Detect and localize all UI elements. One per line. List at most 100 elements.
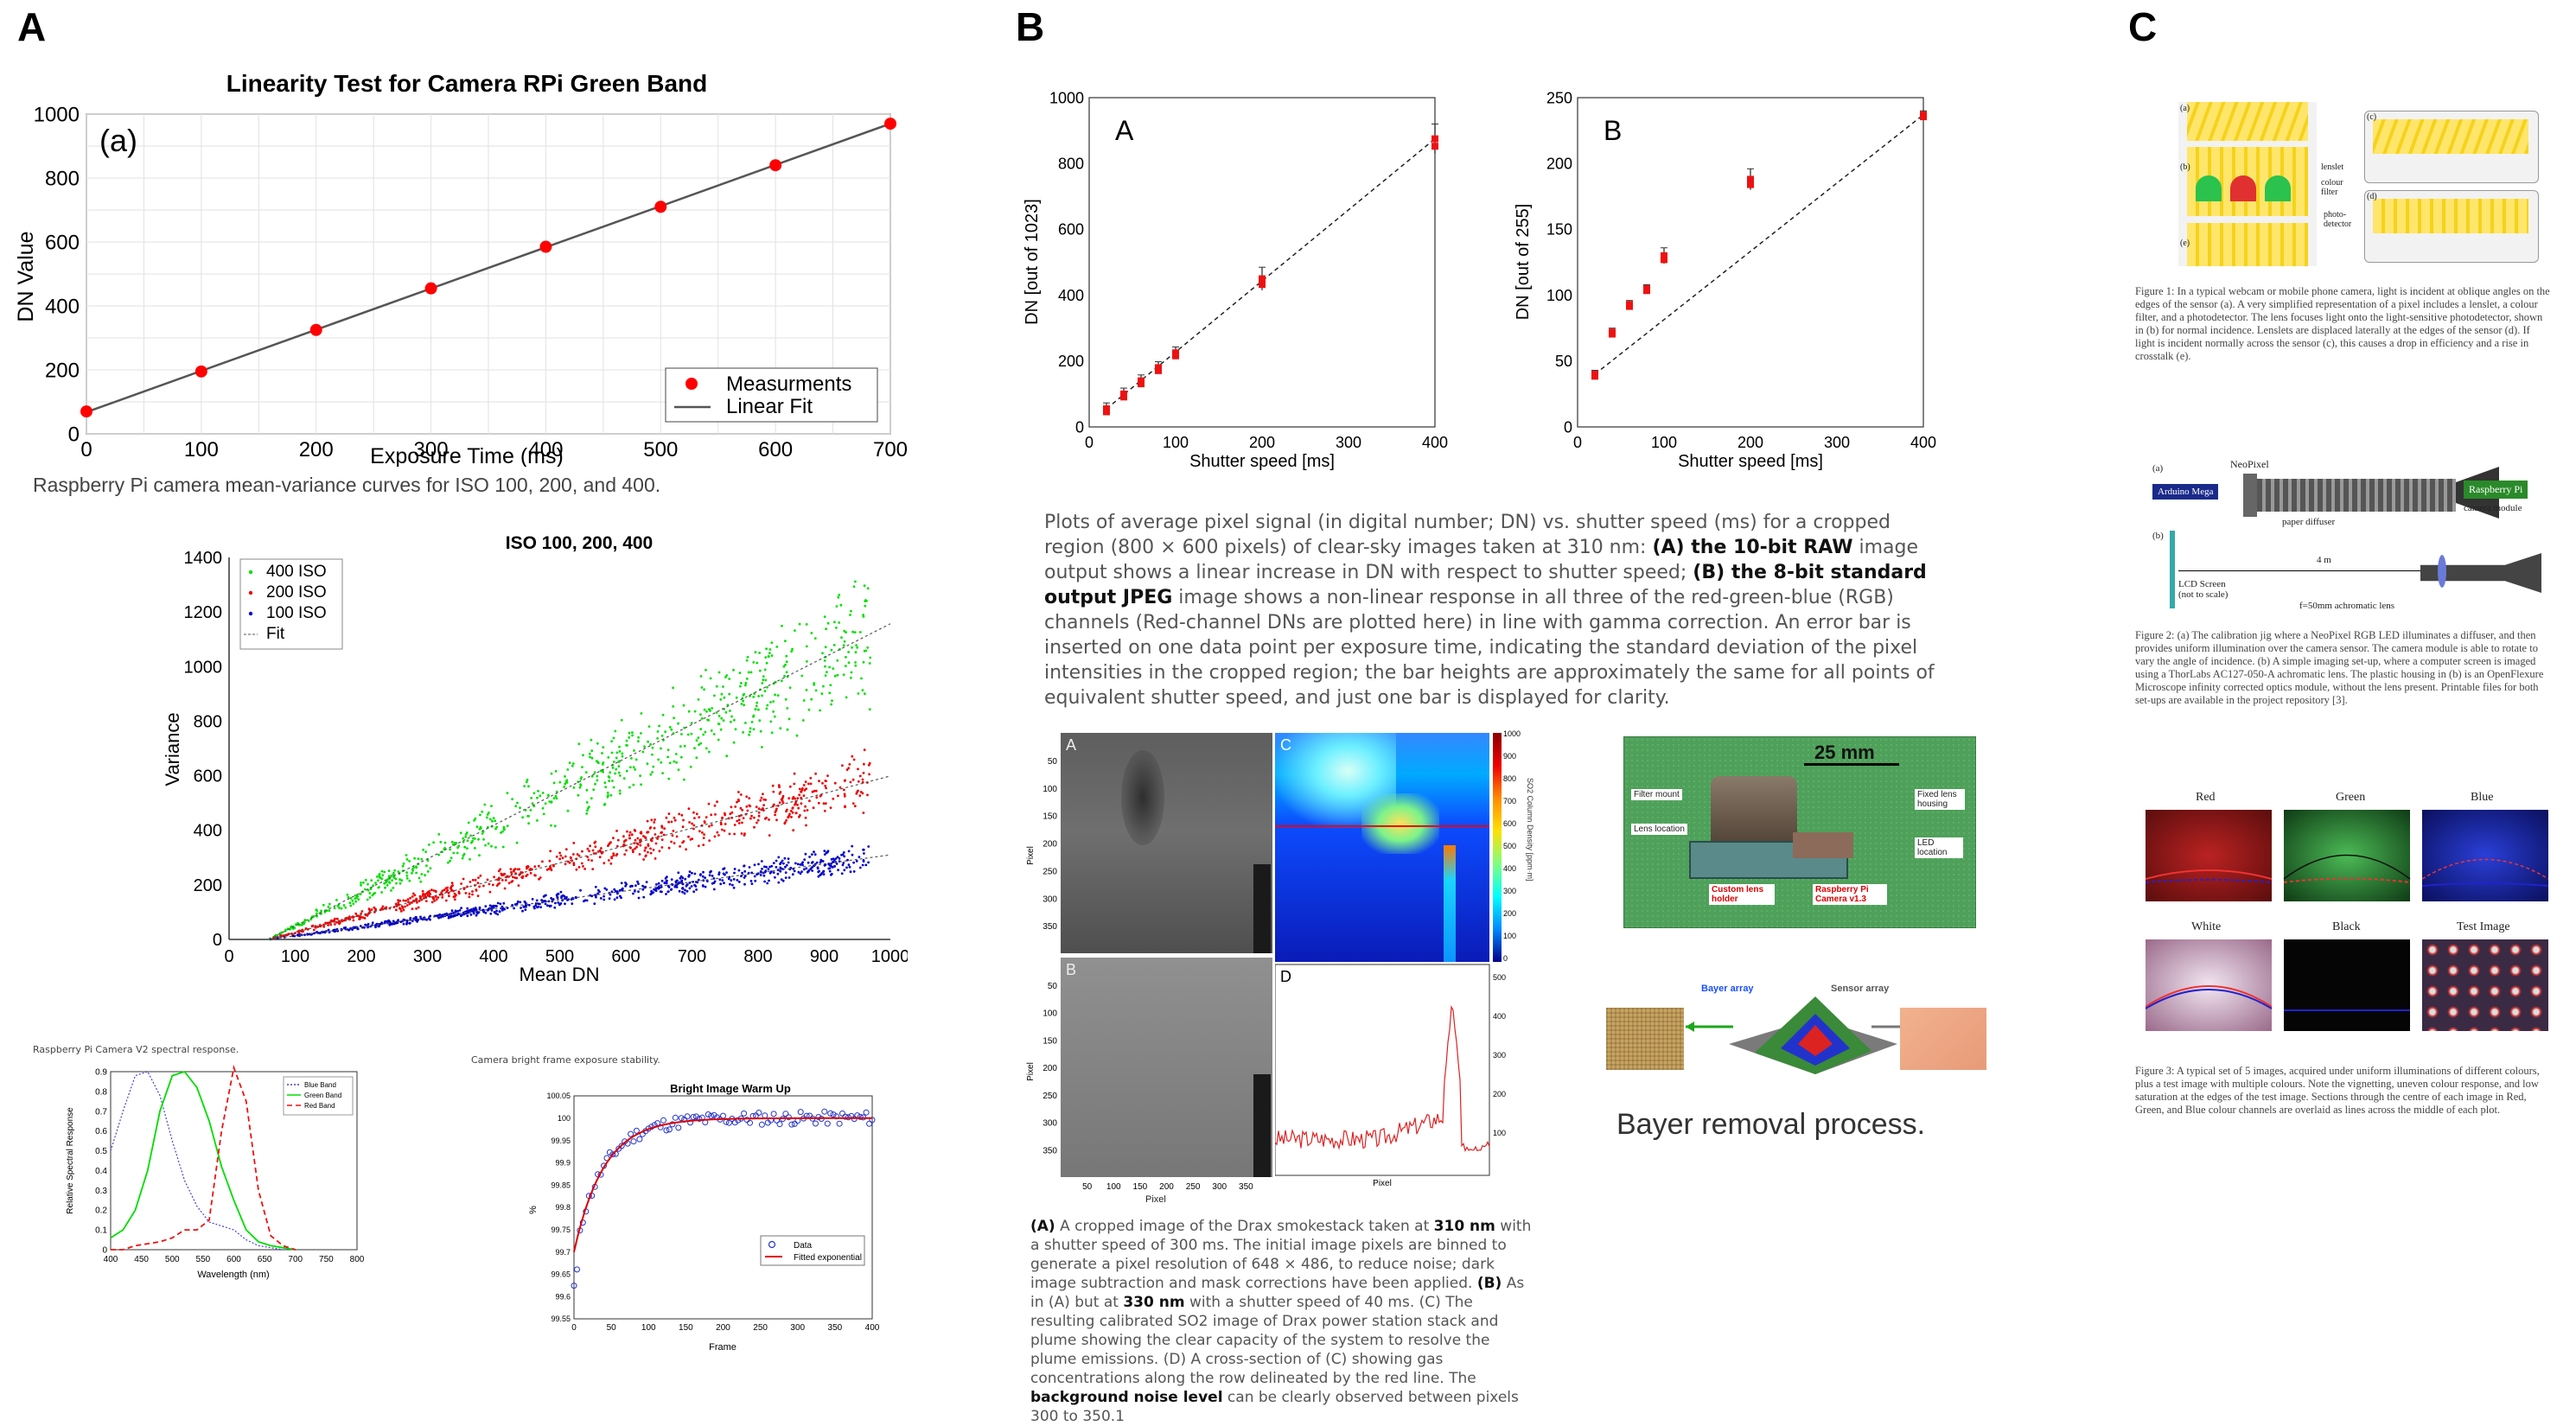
mv-point <box>408 860 411 863</box>
mv-point <box>737 799 740 802</box>
mv-point <box>732 668 735 672</box>
mv-point <box>651 771 654 773</box>
mv-point <box>367 882 369 886</box>
mv-point <box>333 919 336 922</box>
mv-point <box>405 904 409 907</box>
mv-point <box>725 674 729 677</box>
mv-point <box>847 767 851 770</box>
mv-point <box>402 918 405 921</box>
mv-point <box>525 905 527 908</box>
mv-point <box>641 750 645 754</box>
mv-point <box>357 898 360 901</box>
smoke-ytick: 100 <box>1043 1009 1057 1019</box>
mv-point <box>837 869 839 872</box>
mv-point <box>473 837 476 840</box>
mv-chart: ISO 100, 200, 400 0200400600800100012001… <box>162 533 908 985</box>
linearity-xtick: 600 <box>758 438 793 462</box>
mv-point <box>588 752 591 755</box>
mv-point <box>687 875 691 878</box>
mv-point <box>851 844 854 848</box>
mv-point <box>639 838 641 842</box>
mv-point <box>615 830 618 832</box>
mv-point <box>399 910 403 913</box>
mv-point <box>795 734 799 737</box>
mv-point <box>857 780 860 783</box>
mv-point <box>690 732 693 735</box>
mv-point <box>817 801 820 805</box>
mv-point <box>476 894 480 897</box>
mv-point <box>786 728 789 731</box>
mv-point <box>346 916 348 920</box>
mv-point <box>705 668 707 672</box>
dn-xtick: 400 <box>1422 434 1448 451</box>
colorbar-tick: 100 <box>1503 932 1516 940</box>
mv-point <box>612 786 615 789</box>
warmup-ytick: 99.9 <box>555 1159 571 1168</box>
dn-point <box>1747 175 1754 183</box>
mv-point <box>550 869 553 872</box>
mv-point <box>793 869 796 873</box>
mv-point <box>823 853 826 856</box>
mv-point <box>397 899 399 901</box>
mv-point <box>558 780 562 784</box>
mv-point <box>592 852 596 855</box>
mv-point <box>824 665 826 668</box>
mv-point <box>328 909 331 912</box>
spectral-ytick: 0 <box>102 1246 107 1256</box>
mv-point <box>585 812 589 815</box>
mv-point <box>544 900 547 903</box>
mv-point <box>625 739 628 742</box>
mv-point <box>801 719 805 722</box>
mv-point <box>381 905 385 908</box>
mv-point <box>456 851 459 855</box>
mv-point <box>683 778 685 781</box>
mv-point <box>868 662 871 665</box>
mv-point <box>848 763 851 766</box>
mv-point <box>777 784 781 786</box>
mv-point <box>733 871 736 875</box>
mv-point <box>536 819 539 822</box>
mv-point <box>351 899 354 902</box>
mv-point <box>749 727 752 730</box>
mv-point <box>598 890 601 894</box>
mv-point <box>593 902 596 905</box>
mv-xtick: 900 <box>810 947 838 966</box>
mv-point <box>367 907 371 911</box>
spectral-xtick: 650 <box>258 1255 272 1264</box>
mv-point <box>419 915 422 919</box>
mv-point <box>773 803 775 806</box>
mv-point <box>348 915 351 918</box>
mv-point <box>521 816 524 819</box>
mv-point <box>805 787 807 791</box>
mv-point <box>594 885 597 888</box>
mv-point <box>782 862 785 865</box>
mv-point <box>494 912 497 915</box>
warmup-title: Bright Image Warm Up <box>670 1082 791 1095</box>
mv-point <box>349 904 353 907</box>
smoke-ytick: 150 <box>1043 1036 1057 1046</box>
mv-point <box>561 856 564 860</box>
mv-point <box>513 903 517 906</box>
mv-point <box>835 627 838 629</box>
mv-point <box>838 857 841 860</box>
mv-point <box>646 819 649 823</box>
mv-point <box>653 821 656 824</box>
mv-point <box>637 740 640 743</box>
mv-point <box>704 730 707 734</box>
linearity-point <box>194 365 207 378</box>
mv-point <box>637 896 641 900</box>
warmup-ytick: 100.05 <box>546 1092 571 1100</box>
mv-point <box>631 849 634 852</box>
mv-point <box>697 736 700 740</box>
mv-point <box>699 713 702 716</box>
mv-point <box>601 752 603 754</box>
mv-point <box>348 928 351 932</box>
mv-point <box>703 688 705 691</box>
mv-point <box>687 807 691 811</box>
mv-point <box>498 910 501 914</box>
mv-point <box>806 809 809 812</box>
mv-point <box>703 708 706 711</box>
mv-point <box>700 717 704 720</box>
mv-point <box>554 770 558 773</box>
mv-point <box>456 914 459 917</box>
